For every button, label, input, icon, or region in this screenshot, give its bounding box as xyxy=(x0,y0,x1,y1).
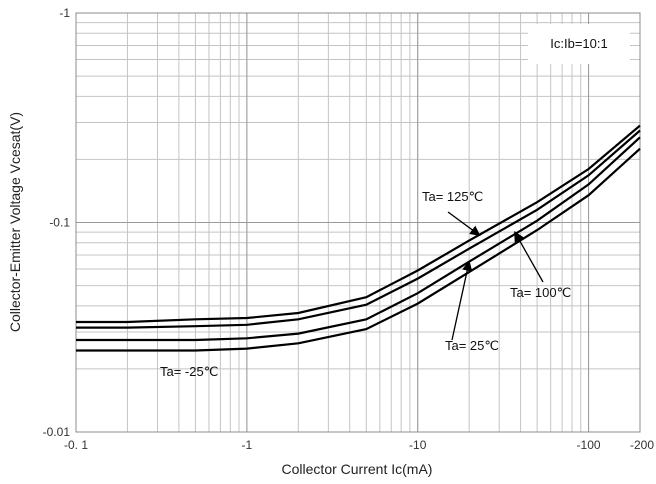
x-tick-label: -0. 1 xyxy=(64,438,88,452)
tick-labels: -0. 1 -1 -10 -100 -200 -1 -0.1 -0.01 xyxy=(43,6,655,452)
series-line-3 xyxy=(76,147,641,352)
series-lines xyxy=(76,124,641,352)
series-line-2 xyxy=(76,136,641,342)
annotation-label-1: Ta= 100℃ xyxy=(510,285,571,300)
annotation-arrow-1 xyxy=(514,230,544,283)
x-tick-label: -10 xyxy=(409,438,427,452)
x-axis-title: Collector Current Ic(mA) xyxy=(282,461,433,477)
y-tick-label: -1 xyxy=(59,6,70,20)
plot-frame xyxy=(75,12,641,433)
x-tick-label: -200 xyxy=(630,438,654,452)
series-line-0 xyxy=(76,124,641,324)
x-tick-label: -1 xyxy=(242,438,253,452)
annotation-label-3: Ta= -25℃ xyxy=(160,364,218,379)
annotation-arrow-2 xyxy=(451,260,473,341)
y-axis-title: Collector-Emitter Voltage Vcesat(V) xyxy=(7,112,23,332)
y-tick-label: -0.1 xyxy=(49,216,70,230)
annotations: Ta= 125℃ Ta= 100℃ Ta= 25℃ Ta= -25℃ xyxy=(160,189,571,379)
condition-label: Ic:Ib=10:1 xyxy=(550,36,607,51)
series-line-1 xyxy=(76,129,641,329)
y-tick-label: -0.01 xyxy=(43,425,71,439)
annotation-arrow-0 xyxy=(447,211,481,236)
grid xyxy=(76,13,640,432)
annotation-label-0: Ta= 125℃ xyxy=(422,189,483,204)
x-tick-label: -100 xyxy=(577,438,601,452)
annotation-label-2: Ta= 25℃ xyxy=(445,338,499,353)
condition-box xyxy=(528,24,630,64)
